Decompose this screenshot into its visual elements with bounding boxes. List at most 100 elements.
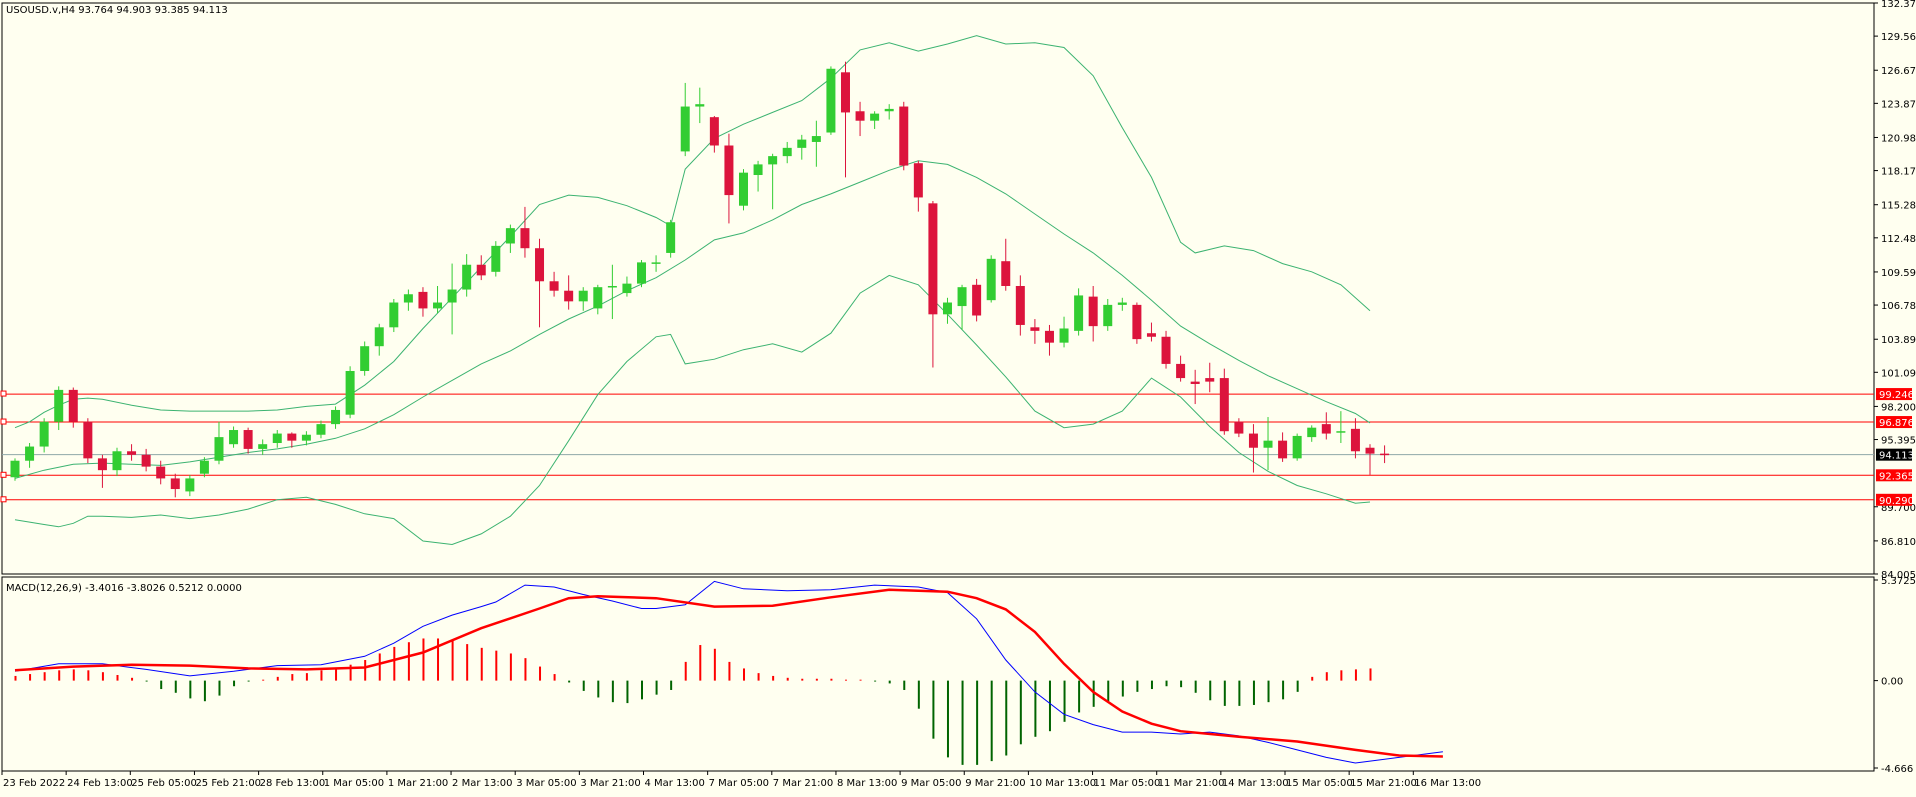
candle-body xyxy=(1001,261,1011,286)
candle-body xyxy=(301,434,311,441)
band-upper xyxy=(14,35,1371,429)
time-tick-label: 9 Mar 05:00 xyxy=(901,778,961,789)
price-tick-label: 123.870 xyxy=(1881,99,1916,110)
candle-body xyxy=(360,346,370,371)
time-tick-label: 11 Mar 21:00 xyxy=(1158,778,1225,789)
candle-body xyxy=(403,294,413,303)
candle-body xyxy=(1278,440,1288,459)
candle-body xyxy=(899,106,909,166)
candle-body xyxy=(1176,363,1186,379)
candle-body xyxy=(578,290,588,302)
candle-body xyxy=(243,430,253,449)
candle-body xyxy=(141,454,151,467)
price-axis: 132.370 129.565 126.675 123.870 120.980 118.1… xyxy=(1874,0,1916,775)
time-tick-label: 3 Mar 21:00 xyxy=(580,778,640,789)
candle-body xyxy=(1088,296,1098,327)
candle-body xyxy=(884,108,894,112)
candle-body xyxy=(112,451,122,471)
candle-body xyxy=(1248,433,1258,448)
candle-body xyxy=(389,302,399,328)
candle-body xyxy=(1365,447,1375,454)
candle-body xyxy=(942,302,952,315)
time-tick-label: 9 Mar 21:00 xyxy=(965,778,1025,789)
candle-body xyxy=(564,290,574,302)
price-panel-header: USOUSD.v,H4 93.764 94.903 93.385 94.113 xyxy=(6,5,228,16)
time-tick-label: 15 Mar 05:00 xyxy=(1286,778,1353,789)
candle-body xyxy=(1132,304,1142,340)
macd-lines xyxy=(14,580,1443,764)
time-tick-label: 2 Mar 13:00 xyxy=(452,778,512,789)
candle-body xyxy=(972,284,982,316)
candle-body xyxy=(1234,421,1244,434)
candle-body xyxy=(476,264,486,276)
candle-body xyxy=(986,258,996,301)
time-tick-label: 15 Mar 21:00 xyxy=(1350,778,1417,789)
level-handle-2 xyxy=(0,471,7,478)
level-label-box xyxy=(1876,469,1912,482)
candle-body xyxy=(68,389,78,422)
candle-body xyxy=(1161,336,1171,364)
macd-signal-line xyxy=(14,588,1443,758)
price-tick-label: 89.700 xyxy=(1881,503,1916,514)
candle-body xyxy=(622,283,632,294)
candle-body xyxy=(928,203,938,315)
price-tick-label: 126.675 xyxy=(1881,66,1916,77)
candle-body xyxy=(491,245,501,272)
price-tick-label: 86.810 xyxy=(1881,537,1916,548)
candle-body xyxy=(870,113,880,121)
price-tick-label: 112.480 xyxy=(1881,234,1916,245)
price-tick-label: 118.175 xyxy=(1881,167,1916,178)
candle-body xyxy=(156,466,166,479)
macd-panel-frame xyxy=(1,576,1875,772)
candle-body xyxy=(1117,302,1127,305)
candle-body xyxy=(782,147,792,157)
macd-tick-label: 0.00 xyxy=(1881,677,1903,688)
candle-body xyxy=(345,370,355,415)
candle-body xyxy=(1350,428,1360,452)
candle-body xyxy=(666,222,676,253)
candle-body xyxy=(695,104,705,107)
candle-body xyxy=(1263,440,1273,448)
candle-body xyxy=(433,302,443,309)
candle-body xyxy=(739,172,748,206)
time-tick-label: 7 Mar 05:00 xyxy=(709,778,769,789)
candle-body xyxy=(316,424,326,435)
candle-body xyxy=(1146,333,1156,337)
candle-body xyxy=(229,430,239,445)
macd-histogram xyxy=(14,638,1372,765)
price-tick-label: 98.200 xyxy=(1881,402,1916,413)
candle-body xyxy=(855,111,865,121)
candle-body xyxy=(1321,424,1331,434)
candle-body xyxy=(1074,295,1084,331)
macd-tick-label: 5.3725 xyxy=(1881,576,1916,587)
candle-body xyxy=(637,262,647,284)
price-tick-label: 129.565 xyxy=(1881,32,1916,43)
band-lower xyxy=(14,274,1371,546)
candle-body xyxy=(797,139,807,148)
time-tick-label: 7 Mar 21:00 xyxy=(773,778,833,789)
price-tick-label: 109.590 xyxy=(1881,268,1916,279)
candle-body xyxy=(10,460,20,478)
time-tick-label: 14 Mar 13:00 xyxy=(1222,778,1289,789)
time-tick-label: 23 Feb 2022 xyxy=(3,778,65,789)
candle-body xyxy=(535,248,545,282)
candle-body xyxy=(1219,378,1229,432)
level-label: 90.290 xyxy=(1879,496,1914,507)
time-tick-label: 28 Feb 13:00 xyxy=(260,778,326,789)
candle-body xyxy=(957,287,967,307)
level-label-box xyxy=(1876,493,1912,506)
time-tick-label: 25 Feb 21:00 xyxy=(195,778,261,789)
candle-body xyxy=(826,68,836,133)
candle-body xyxy=(418,291,428,309)
current-price-label: 94.113 xyxy=(1879,451,1914,462)
level-handle-0 xyxy=(0,390,7,397)
time-tick-label: 3 Mar 05:00 xyxy=(516,778,576,789)
candle-body xyxy=(1205,378,1215,382)
price-tick-label: 106.785 xyxy=(1881,301,1916,312)
candle-body xyxy=(1030,327,1040,331)
time-tick-label: 1 Mar 21:00 xyxy=(388,778,448,789)
